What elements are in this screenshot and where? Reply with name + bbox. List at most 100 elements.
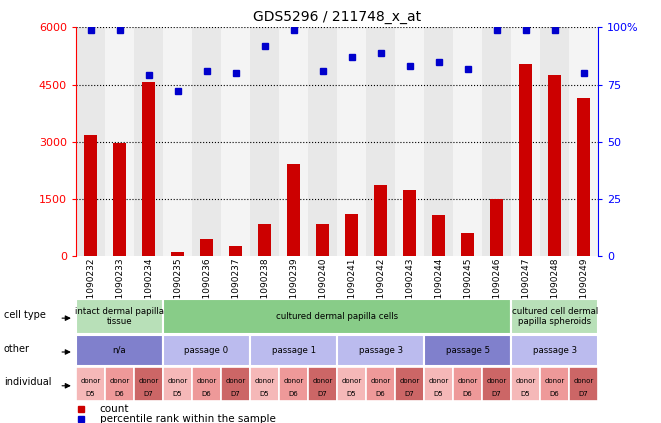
Bar (279, 27, 308, 256)
Bar (316, 224, 329, 256)
Bar (105, 27, 134, 256)
Text: cultured cell dermal
papilla spheroids: cultured cell dermal papilla spheroids (512, 307, 598, 326)
Bar (424, 27, 453, 256)
Text: donor: donor (110, 378, 130, 384)
Bar (511, 335, 598, 366)
Bar (366, 27, 395, 256)
Text: donor: donor (486, 378, 507, 384)
Text: passage 1: passage 1 (272, 346, 316, 355)
Bar (548, 75, 561, 256)
Bar (482, 367, 511, 401)
Text: donor: donor (81, 378, 100, 384)
Bar (540, 27, 569, 256)
Bar (250, 27, 279, 256)
Text: D6: D6 (375, 391, 385, 397)
Bar (337, 335, 424, 366)
Text: n/a: n/a (113, 346, 126, 355)
Text: donor: donor (545, 378, 564, 384)
Bar (163, 27, 192, 256)
Text: cultured dermal papilla cells: cultured dermal papilla cells (276, 312, 398, 321)
Bar (171, 252, 184, 256)
Text: D7: D7 (492, 391, 502, 397)
Text: donor: donor (138, 378, 159, 384)
Bar (221, 27, 250, 256)
Text: D5: D5 (86, 391, 95, 397)
Bar (395, 27, 424, 256)
Text: D6: D6 (289, 391, 299, 397)
Text: donor: donor (313, 378, 332, 384)
Bar (366, 367, 395, 401)
Bar (192, 27, 221, 256)
Bar (337, 27, 366, 256)
Text: other: other (4, 344, 30, 354)
Text: passage 3: passage 3 (533, 346, 577, 355)
Bar (453, 27, 482, 256)
Text: donor: donor (225, 378, 246, 384)
Text: intact dermal papilla
tissue: intact dermal papilla tissue (75, 307, 164, 326)
Bar (76, 367, 105, 401)
Bar (345, 214, 358, 256)
Bar (250, 367, 279, 401)
Text: donor: donor (516, 378, 536, 384)
Bar (200, 239, 213, 256)
Text: passage 5: passage 5 (446, 346, 490, 355)
Text: donor: donor (167, 378, 188, 384)
Bar (105, 367, 134, 401)
Bar (163, 299, 511, 334)
Bar (279, 367, 308, 401)
Bar (432, 215, 445, 256)
Bar (395, 367, 424, 401)
Bar (569, 27, 598, 256)
Bar (577, 98, 590, 256)
Text: D5: D5 (434, 391, 444, 397)
Text: percentile rank within the sample: percentile rank within the sample (100, 414, 276, 423)
Text: donor: donor (342, 378, 362, 384)
Text: D7: D7 (405, 391, 414, 397)
Text: D5: D5 (347, 391, 356, 397)
Bar (461, 233, 474, 256)
Text: donor: donor (196, 378, 217, 384)
Text: donor: donor (399, 378, 420, 384)
Text: donor: donor (371, 378, 391, 384)
Bar (511, 299, 598, 334)
Text: D7: D7 (318, 391, 327, 397)
Text: individual: individual (4, 377, 52, 387)
Text: donor: donor (254, 378, 275, 384)
Bar (490, 199, 503, 256)
Bar (569, 367, 598, 401)
Bar (308, 367, 337, 401)
Bar (221, 367, 250, 401)
Bar (424, 335, 511, 366)
Bar (424, 367, 453, 401)
Text: passage 0: passage 0 (184, 346, 229, 355)
Text: passage 3: passage 3 (358, 346, 403, 355)
Bar (134, 27, 163, 256)
Bar (308, 27, 337, 256)
Bar (540, 367, 569, 401)
Bar (250, 335, 337, 366)
Bar (287, 164, 300, 256)
Text: D6: D6 (463, 391, 473, 397)
Bar (511, 367, 540, 401)
Bar (113, 143, 126, 256)
Text: donor: donor (428, 378, 449, 384)
Text: cell type: cell type (4, 310, 46, 320)
Bar (337, 367, 366, 401)
Bar (403, 190, 416, 256)
Text: D6: D6 (202, 391, 212, 397)
Title: GDS5296 / 211748_x_at: GDS5296 / 211748_x_at (253, 10, 421, 24)
Bar (519, 63, 532, 256)
Text: D7: D7 (579, 391, 588, 397)
Text: count: count (100, 404, 129, 414)
Text: D5: D5 (260, 391, 270, 397)
Text: donor: donor (284, 378, 303, 384)
Bar (163, 335, 250, 366)
Bar (229, 246, 242, 256)
Text: D5: D5 (173, 391, 182, 397)
Bar (453, 367, 482, 401)
Bar (163, 367, 192, 401)
Bar (192, 367, 221, 401)
Bar (84, 135, 97, 256)
Text: D6: D6 (550, 391, 560, 397)
Bar (76, 27, 105, 256)
